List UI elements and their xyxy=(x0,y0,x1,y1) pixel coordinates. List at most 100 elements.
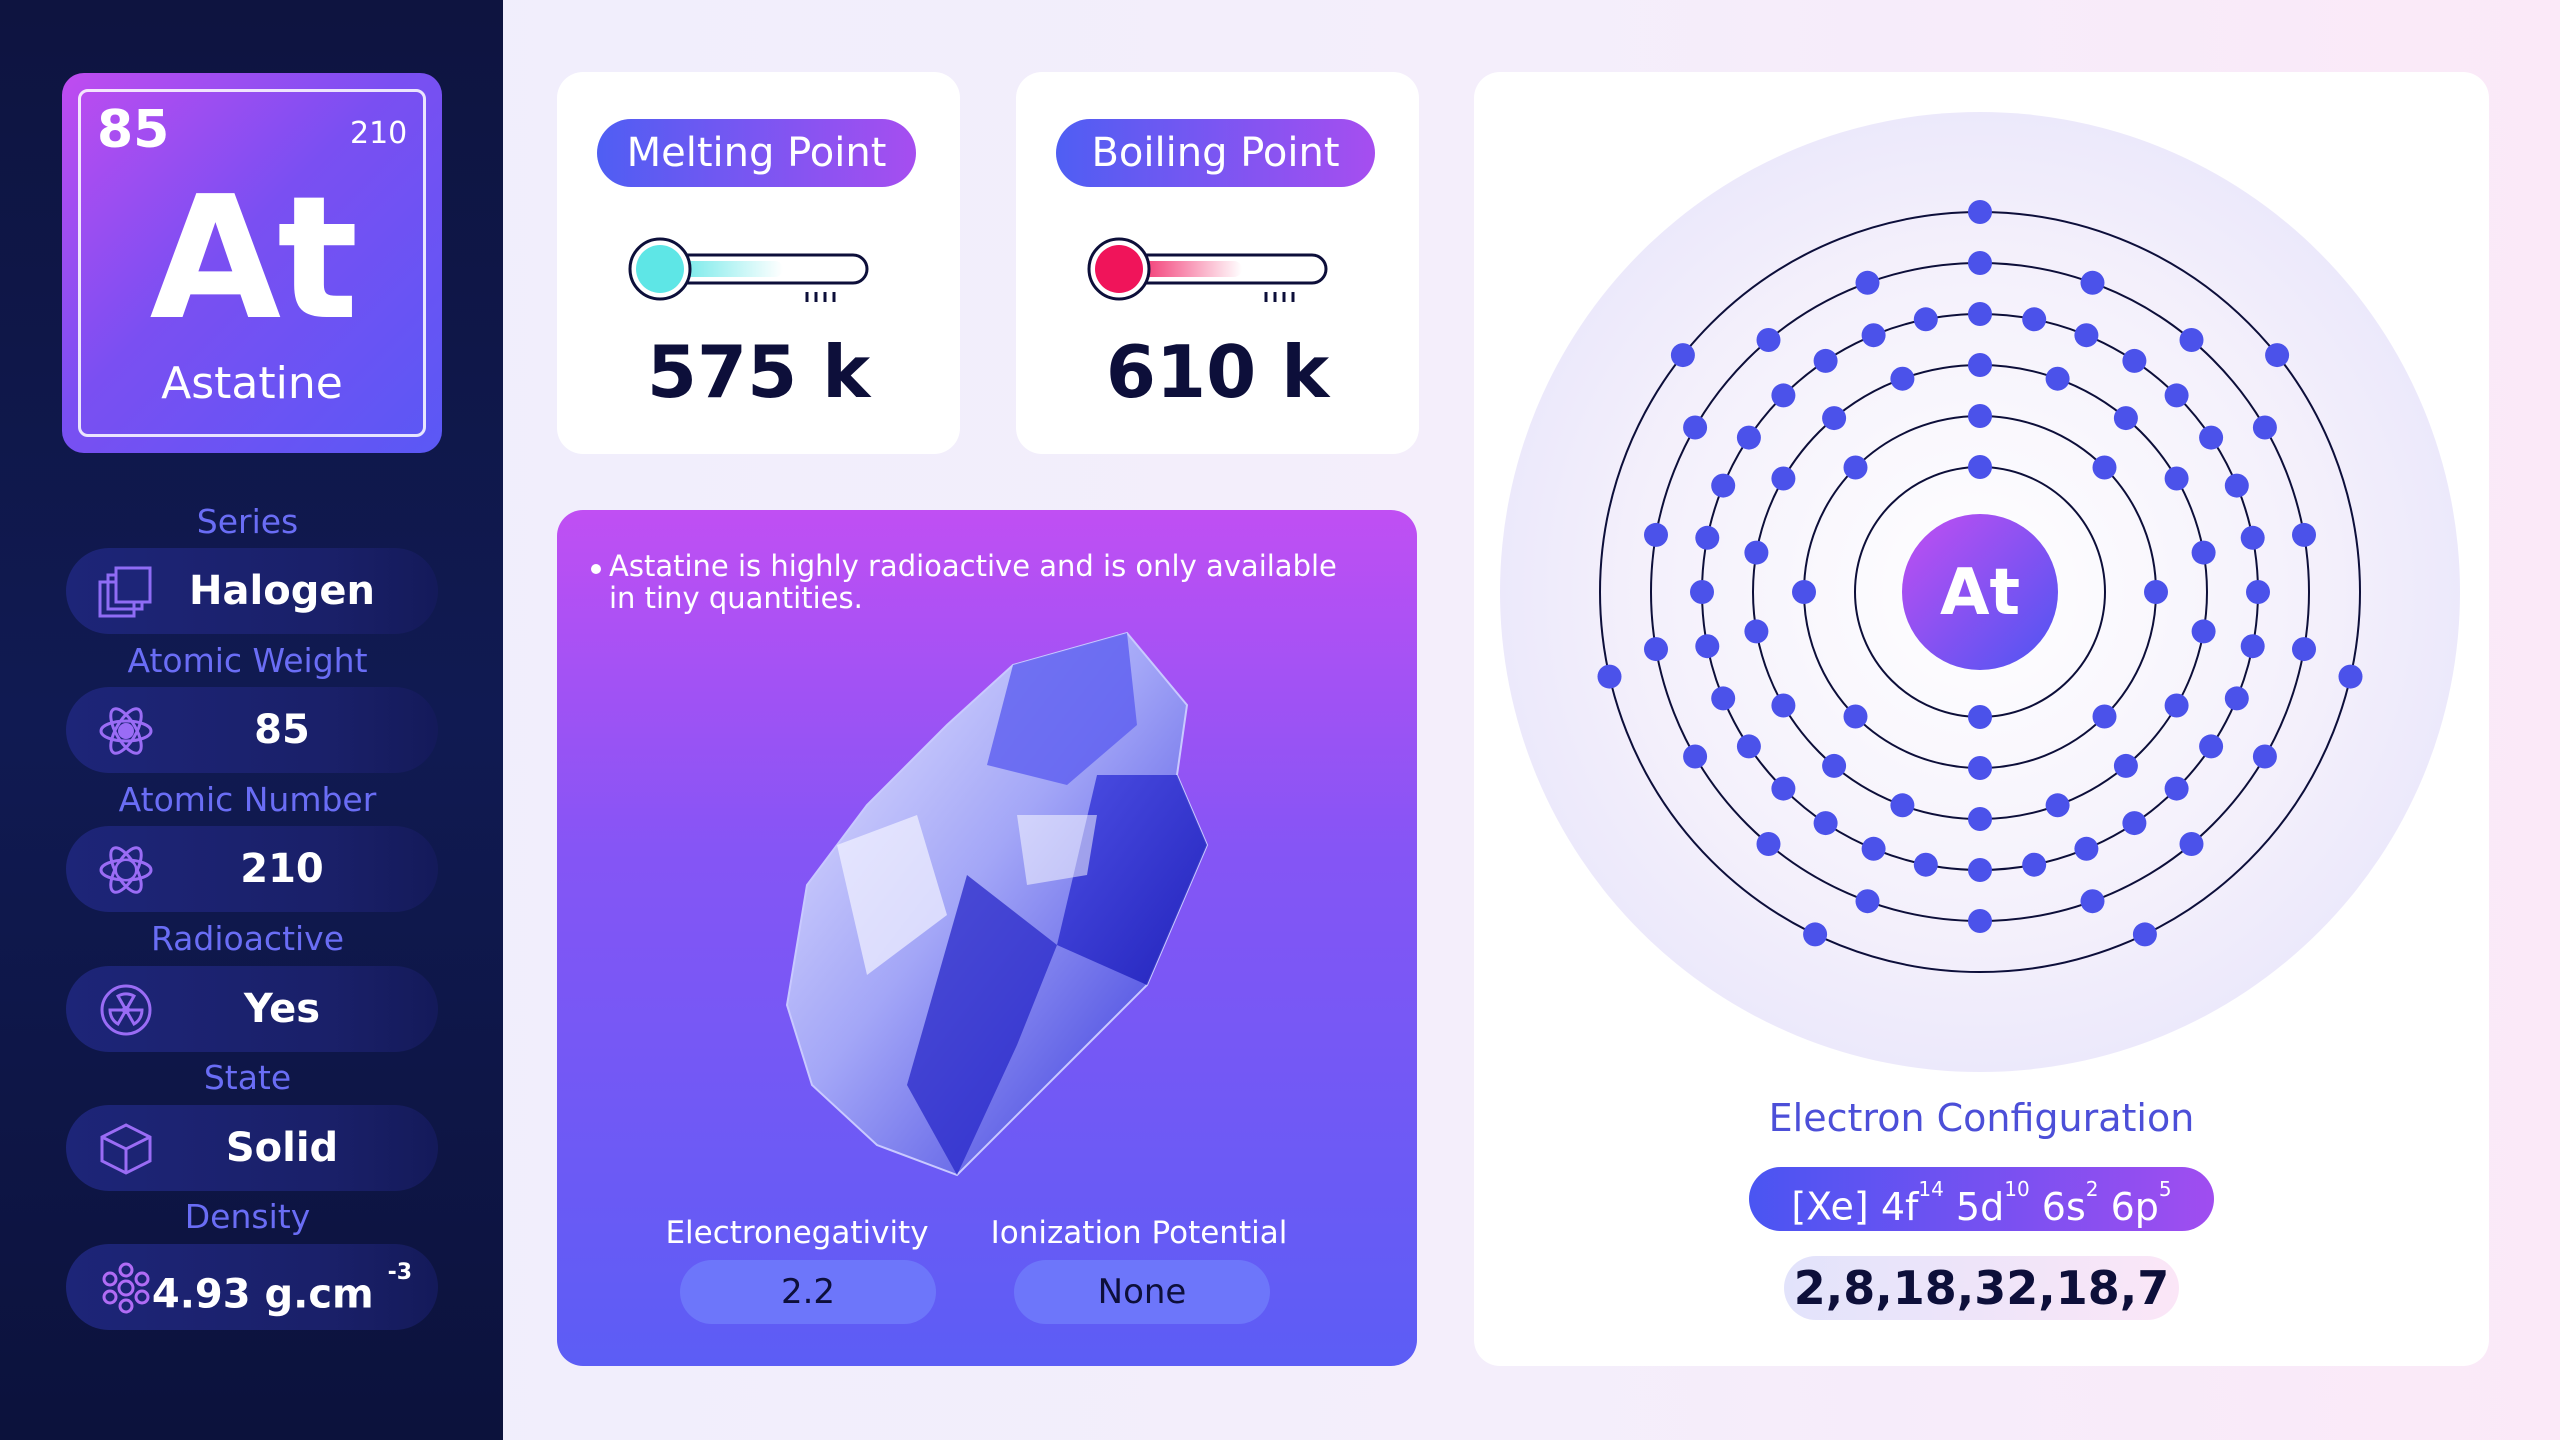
electron xyxy=(1861,323,1886,348)
electron xyxy=(2252,415,2277,440)
series-pill: Halogen xyxy=(66,548,438,634)
cube-icon xyxy=(100,1123,152,1175)
electron xyxy=(2240,634,2265,659)
radioactive-value: Yes xyxy=(243,986,321,1032)
molecule-cluster-icon xyxy=(102,1262,150,1314)
density-pill: 4.93 g.cm -3 xyxy=(66,1244,438,1330)
electron xyxy=(1813,811,1838,836)
electron xyxy=(2265,343,2290,368)
bullet-dot xyxy=(591,564,601,574)
fact-sentence: Astatine is highly radioactive and is on… xyxy=(609,549,1337,615)
electron xyxy=(1670,343,1695,368)
electron xyxy=(1968,909,1992,933)
mineral-card: Astatine is highly radioactive and is on… xyxy=(557,510,1417,1366)
element-symbol: At xyxy=(149,160,359,358)
series-label: Series xyxy=(196,502,299,541)
electron xyxy=(1736,425,1761,450)
electron xyxy=(2199,425,2224,450)
electron xyxy=(1644,522,1668,547)
shell-distribution: 2,8,18,32,18,7 xyxy=(1784,1256,2179,1320)
mass-number: 210 xyxy=(350,116,408,151)
boiling-point-card: Boiling Point 610 k xyxy=(1016,72,1419,454)
electron xyxy=(1771,466,1796,491)
electron xyxy=(2164,776,2189,801)
ionization-value: None xyxy=(1014,1260,1270,1324)
nucleus xyxy=(1902,514,2058,670)
density-exponent: -3 xyxy=(387,1260,413,1285)
electron xyxy=(2246,580,2270,604)
electron xyxy=(2199,734,2224,759)
element-tile xyxy=(62,73,442,453)
electron xyxy=(1822,753,1847,778)
electronegativity-value: 2.2 xyxy=(680,1260,936,1324)
electron xyxy=(1968,455,1992,479)
electron xyxy=(2179,328,2204,352)
electron xyxy=(2074,323,2099,348)
electron xyxy=(1968,807,1992,831)
electron xyxy=(2022,852,2047,877)
electron xyxy=(2132,922,2157,947)
electron xyxy=(2074,836,2099,861)
atom-123-icon xyxy=(99,846,153,894)
electron xyxy=(2045,366,2070,391)
atomic-number-value: 210 xyxy=(240,846,324,892)
electron xyxy=(1968,353,1992,377)
electron xyxy=(2080,889,2105,914)
atom-icon xyxy=(99,707,153,755)
electron xyxy=(1756,832,1781,856)
electron xyxy=(2292,522,2316,547)
bohr-model-diagram: At xyxy=(1500,112,2460,1072)
electron xyxy=(2092,455,2117,480)
electron xyxy=(2338,664,2363,689)
electron xyxy=(2179,832,2204,856)
atomic-number-pill: 210 xyxy=(66,826,438,912)
layers-icon xyxy=(98,566,152,618)
electron xyxy=(1822,406,1847,431)
electron xyxy=(2164,466,2189,491)
electron xyxy=(1744,619,1769,644)
electron xyxy=(1968,251,1992,275)
electron xyxy=(1771,776,1796,801)
config-term-6s: 6s2 xyxy=(2041,1177,2099,1229)
electron xyxy=(2144,580,2168,604)
electron xyxy=(1855,270,1880,295)
astatine-rock-image xyxy=(785,631,1209,1177)
series-value: Halogen xyxy=(189,568,375,614)
electron xyxy=(1968,858,1992,882)
electron xyxy=(2164,693,2189,718)
electron xyxy=(1968,302,1992,326)
electronegativity-label: Electronegativity xyxy=(665,1215,929,1251)
electron xyxy=(2113,406,2138,431)
electron xyxy=(2252,744,2277,769)
electron xyxy=(2240,525,2265,550)
element-name: Astatine xyxy=(161,358,343,409)
electron xyxy=(2080,270,2105,295)
nucleus-symbol: At xyxy=(1940,556,2020,630)
electron xyxy=(2292,637,2316,662)
electron xyxy=(2022,307,2047,332)
radiation-icon xyxy=(100,984,152,1036)
boiling-point-value: 610 k xyxy=(1105,330,1330,414)
radioactive-label: Radioactive xyxy=(150,919,345,958)
atomic-weight-value: 85 xyxy=(254,707,310,753)
electron xyxy=(1968,756,1992,780)
electron xyxy=(1690,580,1714,604)
electron xyxy=(1813,348,1838,373)
melting-point-value: 575 k xyxy=(646,330,871,414)
radioactive-pill: Yes xyxy=(66,966,438,1052)
electron xyxy=(1913,307,1938,332)
thermometer-cold-icon xyxy=(628,237,869,302)
electron xyxy=(2092,704,2117,729)
atomic-weight-pill: 85 xyxy=(66,687,438,773)
electron xyxy=(1890,366,1915,391)
config-core: [Xe] xyxy=(1791,1184,1869,1229)
electron xyxy=(1756,328,1781,352)
state-value: Solid xyxy=(225,1125,339,1171)
electron xyxy=(1890,793,1915,818)
electron xyxy=(1736,734,1761,759)
atomic-number-label: Atomic Number xyxy=(118,780,377,819)
boiling-point-title: Boiling Point xyxy=(1056,119,1375,187)
thermometer-hot-icon xyxy=(1087,237,1328,302)
electron xyxy=(1683,744,1708,769)
electron xyxy=(1711,686,1736,711)
